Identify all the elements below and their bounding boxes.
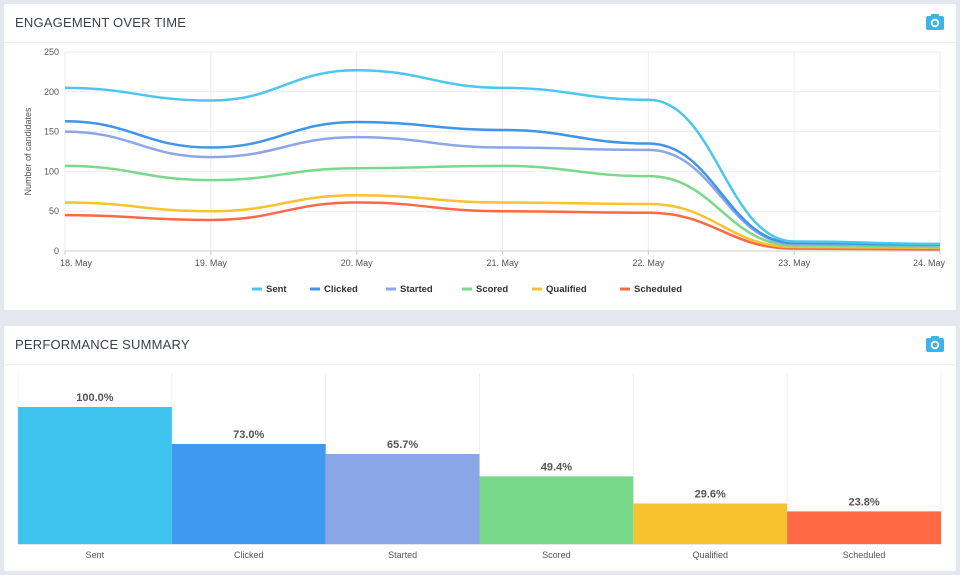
legend-item-clicked[interactable]: Clicked: [310, 284, 358, 295]
bar-data-label: 73.0%: [233, 429, 264, 441]
x-tick-label: 23. May: [778, 258, 811, 268]
bar-qualified: [633, 503, 788, 544]
bar-data-label: 23.8%: [848, 496, 879, 508]
series-line-scored: [64, 164, 941, 249]
performance-panel: PERFORMANCE SUMMARY 100.0% Sent 73.0% Click…: [4, 326, 956, 571]
legend-label: Sent: [266, 284, 287, 295]
x-tick-label: 21. May: [486, 258, 519, 268]
bar-clicked: [171, 443, 326, 544]
x-tick-label: 20. May: [341, 258, 374, 268]
x-tick-label: Qualified: [692, 550, 728, 560]
y-tick-label: 100: [44, 166, 59, 176]
bar-data-label: 65.7%: [387, 439, 418, 451]
x-tick-label: Clicked: [234, 550, 264, 560]
bar-data-label: 100.0%: [76, 392, 114, 404]
x-tick-label: Sent: [86, 550, 105, 560]
engagement-panel-title: ENGAGEMENT OVER TIME: [15, 15, 187, 30]
x-tick-label: 22. May: [632, 258, 665, 268]
x-tick-label: Scheduled: [843, 550, 886, 560]
y-tick-label: 150: [44, 127, 59, 137]
performance-panel-title: PERFORMANCE SUMMARY: [15, 337, 190, 352]
performance-panel-header: PERFORMANCE SUMMARY: [4, 326, 956, 365]
camera-icon[interactable]: [926, 14, 944, 30]
x-tick-label: 19. May: [195, 258, 228, 268]
y-tick-label: 200: [44, 87, 59, 97]
legend-label: Started: [400, 284, 433, 295]
series-line-sent: [64, 69, 941, 246]
legend-item-qualified[interactable]: Qualified: [532, 284, 587, 295]
bar-data-label: 49.4%: [541, 461, 572, 473]
series-line-clicked: [64, 120, 941, 246]
legend-item-scored[interactable]: Scored: [462, 284, 508, 295]
x-tick-label: Started: [388, 550, 417, 560]
legend-item-started[interactable]: Started: [386, 284, 433, 295]
y-axis-title: Number of candidates: [23, 107, 33, 196]
legend-item-scheduled[interactable]: Scheduled: [620, 284, 682, 295]
engagement-line-chart: 0 50 100 150 200 250 18. May 19. May 20. May 21. …: [23, 47, 946, 295]
legend-label: Scored: [476, 284, 508, 295]
series-line-scheduled: [64, 201, 941, 251]
engagement-panel-header: ENGAGEMENT OVER TIME: [4, 4, 956, 43]
y-tick-label: 50: [49, 206, 59, 216]
performance-bar-chart: 100.0% Sent 73.0% Clicked 65.7% Started 49.4% S…: [17, 373, 942, 560]
legend-label: Scheduled: [634, 284, 682, 295]
bar-scheduled: [787, 511, 941, 544]
y-tick-label: 0: [54, 246, 59, 256]
bar-sent: [18, 407, 172, 544]
legend-item-sent[interactable]: Sent: [252, 284, 287, 295]
x-tick-label: 18. May: [60, 258, 93, 268]
x-tick-label: Scored: [542, 550, 571, 560]
legend-label: Clicked: [324, 284, 358, 295]
bar-started: [325, 453, 480, 544]
engagement-panel: ENGAGEMENT OVER TIME 0 50 100 150 200 250 18. …: [4, 4, 956, 310]
y-tick-label: 250: [44, 47, 59, 57]
series-line-qualified: [64, 194, 941, 250]
bar-data-label: 29.6%: [695, 488, 726, 500]
bar-scored: [479, 476, 634, 544]
x-tick-label: 24. May: [913, 258, 946, 268]
legend-label: Qualified: [546, 284, 587, 295]
camera-icon[interactable]: [926, 336, 944, 352]
